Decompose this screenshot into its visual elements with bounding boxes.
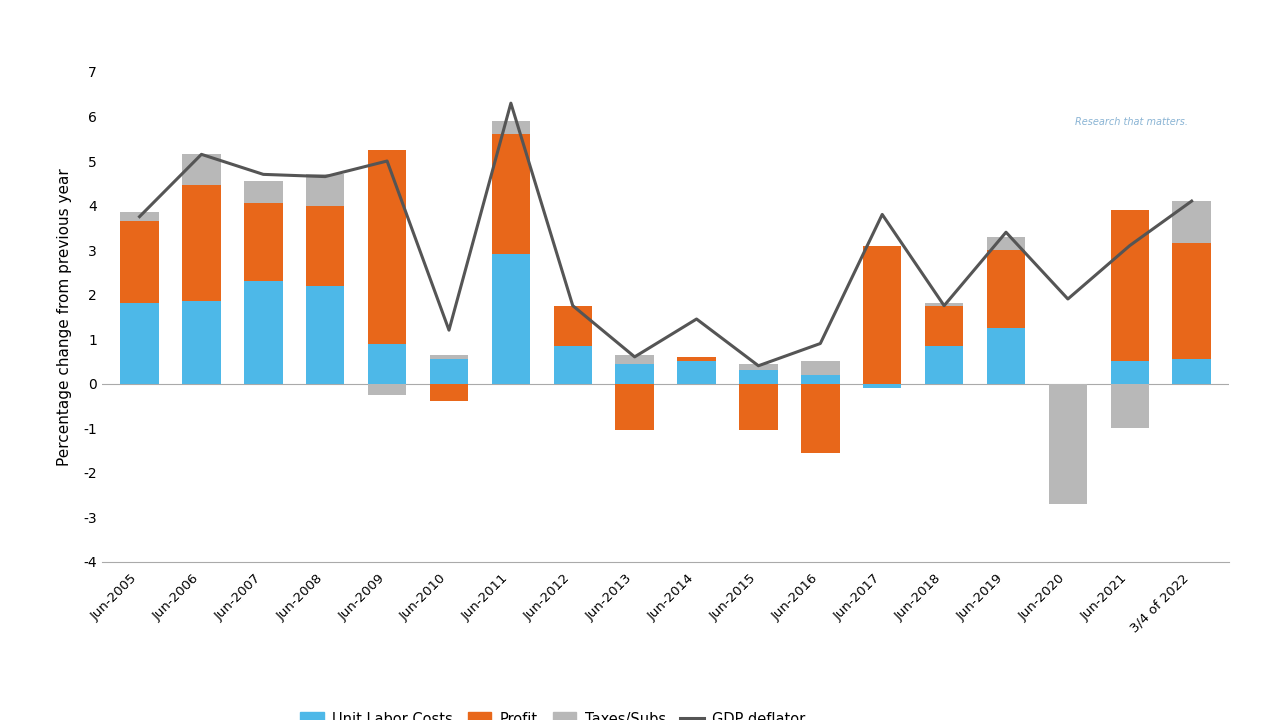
Bar	[987, 328, 1025, 384]
Bar	[1172, 359, 1211, 384]
Text: The: The	[909, 71, 927, 81]
Bar	[492, 135, 530, 254]
Bar	[740, 364, 778, 370]
Bar	[677, 361, 716, 384]
Bar	[801, 384, 840, 453]
Bar	[1172, 201, 1211, 243]
Text: Australia Institute: Australia Institute	[952, 71, 1137, 89]
Bar	[182, 154, 220, 186]
Bar	[367, 384, 406, 395]
Bar	[740, 384, 778, 431]
Bar	[492, 121, 530, 135]
Bar	[616, 355, 654, 364]
Bar	[306, 205, 344, 286]
Bar	[553, 306, 591, 346]
Bar	[430, 359, 468, 384]
Bar	[430, 384, 468, 401]
Legend: Unit Labor Costs, Profit, Taxes/Subs, GDP deflator: Unit Labor Costs, Profit, Taxes/Subs, GD…	[294, 706, 812, 720]
Bar	[553, 346, 591, 384]
Bar	[1111, 384, 1149, 428]
Bar	[740, 370, 778, 384]
Bar	[1172, 243, 1211, 359]
Y-axis label: Percentage change from previous year: Percentage change from previous year	[58, 168, 72, 466]
Bar	[367, 150, 406, 343]
Bar	[863, 384, 901, 388]
Bar	[1111, 210, 1149, 361]
Bar	[863, 246, 901, 384]
Bar	[182, 186, 220, 301]
Bar	[430, 355, 468, 359]
Bar	[367, 343, 406, 384]
Bar	[801, 361, 840, 374]
Bar	[987, 237, 1025, 250]
Bar	[120, 303, 159, 384]
Bar	[120, 212, 159, 221]
Bar	[1111, 361, 1149, 384]
Bar	[925, 303, 964, 306]
Bar	[616, 384, 654, 431]
Bar	[616, 364, 654, 384]
Bar	[925, 306, 964, 346]
Bar	[306, 174, 344, 205]
Bar	[925, 346, 964, 384]
Bar	[244, 203, 283, 282]
Bar	[492, 254, 530, 384]
Text: Research that matters.: Research that matters.	[1074, 117, 1188, 127]
Bar	[801, 374, 840, 384]
Bar	[1048, 384, 1087, 504]
Bar	[677, 357, 716, 361]
Bar	[244, 181, 283, 203]
Bar	[244, 282, 283, 384]
Bar	[987, 250, 1025, 328]
Bar	[120, 221, 159, 303]
Bar	[182, 301, 220, 384]
Bar	[306, 286, 344, 384]
